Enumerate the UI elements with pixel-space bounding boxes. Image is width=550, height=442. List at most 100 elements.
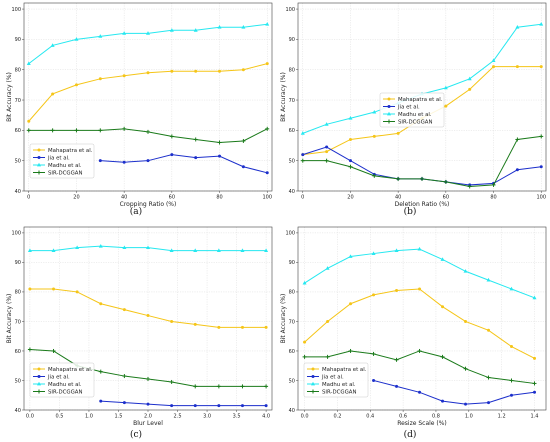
data-point <box>372 173 377 178</box>
y-tick-label: 70 <box>289 98 295 104</box>
data-point <box>146 402 150 406</box>
data-point <box>539 65 543 69</box>
data-point <box>348 348 353 353</box>
x-axis-label: Cropping Ratio (%) <box>120 201 177 208</box>
data-point <box>26 61 31 66</box>
x-tick-label: 3.5 <box>233 414 241 420</box>
data-point <box>440 257 445 261</box>
x-tick-label: 40 <box>395 195 401 201</box>
data-point <box>122 74 126 78</box>
legend-marker <box>387 111 391 116</box>
data-point <box>26 128 31 133</box>
x-tick-label: 0 <box>301 195 304 201</box>
legend-item: Mahapatra et al. <box>383 97 443 103</box>
series-line <box>304 248 535 299</box>
data-point <box>515 168 519 172</box>
data-point <box>217 140 222 145</box>
legend-marker <box>311 381 315 386</box>
x-tick-label: 0.4 <box>366 414 374 420</box>
data-point <box>122 374 127 379</box>
data-point <box>486 277 491 282</box>
y-tick-label: 100 <box>11 231 21 237</box>
series-sir-dcggan <box>300 134 544 189</box>
y-tick-label: 100 <box>11 7 21 13</box>
data-point <box>240 384 245 389</box>
legend: Mahapatra et al.Jia et al. Madhu et al.SI… <box>29 362 95 398</box>
panel-caption: (d) <box>404 429 417 440</box>
y-tick-label: 80 <box>289 290 295 296</box>
legend: Mahapatra et al.Jia et al. Madhu et al.SI… <box>29 143 95 179</box>
data-point <box>264 325 268 329</box>
y-tick-label: 70 <box>15 98 21 104</box>
series-sir-dcggan <box>302 348 537 386</box>
data-point <box>515 25 520 29</box>
data-point <box>371 351 376 356</box>
data-point <box>241 138 246 143</box>
data-point <box>170 69 174 73</box>
legend-label: SIR-DCGGAN <box>322 389 356 395</box>
data-point <box>265 126 270 131</box>
data-point <box>241 165 245 169</box>
legend-marker <box>311 367 315 371</box>
data-point <box>241 68 245 72</box>
data-point <box>325 150 329 154</box>
legend-item: Mahapatra et al. <box>307 367 367 373</box>
legend-marker <box>37 156 41 159</box>
y-tick-label: 80 <box>15 290 21 296</box>
y-tick-label: 60 <box>289 128 295 134</box>
y-tick-label: 50 <box>15 378 21 384</box>
data-point <box>468 87 472 91</box>
x-tick-label: 1.2 <box>498 414 506 420</box>
data-point <box>99 399 103 403</box>
series-madhu-et-al- <box>302 246 537 300</box>
y-tick-label: 80 <box>15 68 21 74</box>
data-point <box>348 116 353 120</box>
data-point <box>443 85 448 90</box>
data-point <box>302 354 307 359</box>
data-point <box>194 69 198 73</box>
y-tick-label: 70 <box>15 319 21 325</box>
data-point <box>98 77 102 81</box>
data-point <box>395 288 399 292</box>
data-point <box>146 159 150 163</box>
data-point <box>194 156 198 160</box>
data-point <box>325 266 330 270</box>
data-point <box>52 287 56 291</box>
data-point <box>193 248 198 253</box>
data-point <box>417 246 422 251</box>
x-tick-label: 0 <box>27 195 30 201</box>
x-tick-label: 60 <box>443 195 449 201</box>
series-madhu-et-al- <box>27 243 269 253</box>
data-point <box>396 131 400 135</box>
x-tick-label: 0.6 <box>399 414 407 420</box>
data-point <box>395 384 399 388</box>
data-point <box>27 248 32 253</box>
data-point <box>539 165 543 169</box>
y-tick-label: 40 <box>289 408 295 414</box>
legend-label: SIR-DCGGAN <box>48 170 82 176</box>
x-tick-label: 0.0 <box>26 414 34 420</box>
data-point <box>193 137 198 142</box>
data-point <box>264 404 268 408</box>
x-tick-label: 0.5 <box>55 414 63 420</box>
series-line <box>373 379 535 405</box>
legend-item: Mahapatra et al. <box>33 367 93 373</box>
legend-marker <box>37 148 41 152</box>
legend-item: Madhu et al. <box>33 162 82 169</box>
data-point <box>75 245 80 250</box>
data-point <box>264 384 269 389</box>
chart-panel-3: 0.0 0.5 1.0 1.5 2.0 2.5 3.0 3.5 4.0 40 50 60 70 80 90 1… <box>6 226 273 440</box>
legend-label: SIR-DCGGAN <box>48 389 82 395</box>
panel-caption: (a) <box>130 206 142 217</box>
data-point <box>348 159 352 163</box>
data-point <box>146 314 150 318</box>
legend-label: Jia et al. <box>397 104 420 110</box>
y-tick-label: 90 <box>15 37 21 43</box>
y-tick-label: 40 <box>289 189 295 195</box>
data-point <box>169 248 174 253</box>
plot-frame <box>23 2 273 192</box>
legend-label: Mahapatra et al. <box>322 367 367 373</box>
data-point <box>487 328 491 332</box>
legend-label: Madhu et al. <box>398 112 432 118</box>
